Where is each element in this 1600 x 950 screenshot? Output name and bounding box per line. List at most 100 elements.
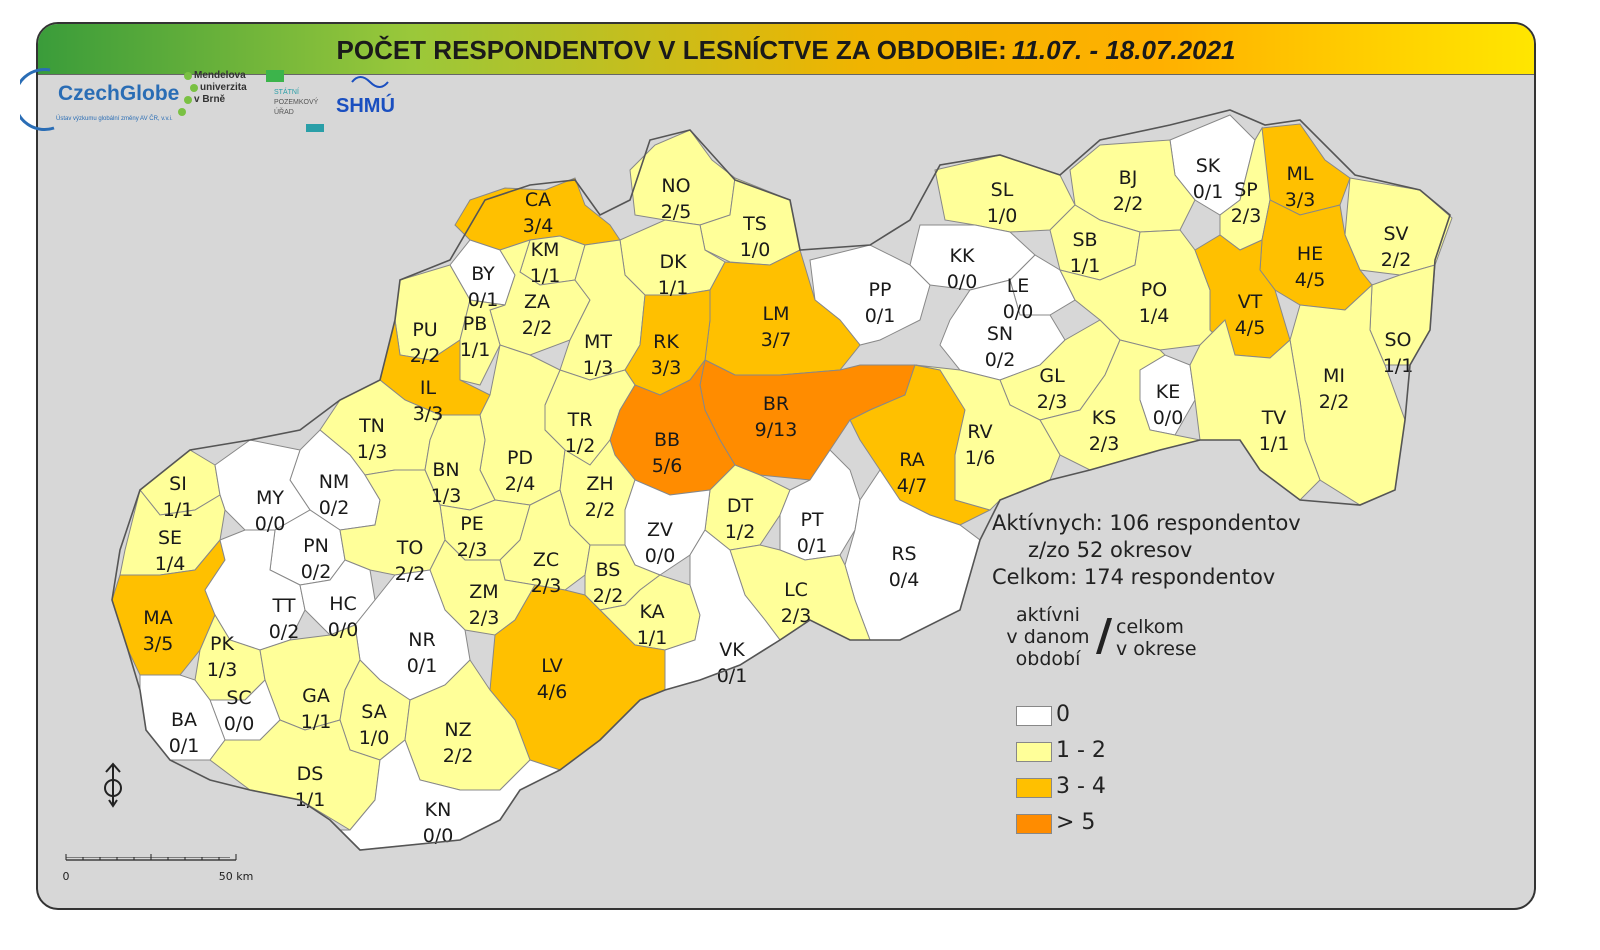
district-value-pt: 0/1 xyxy=(797,535,828,557)
district-value-hc: 0/0 xyxy=(328,619,359,641)
district-value-ga: 1/1 xyxy=(301,711,332,733)
map-title: POČET RESPONDENTOV V LESNÍCTVE ZA OBDOBI… xyxy=(336,35,1007,65)
district-code-sk: SK xyxy=(1196,155,1221,177)
legend-total-line-2: v okrese xyxy=(1116,638,1197,660)
title-bar: POČET RESPONDENTOV V LESNÍCTVE ZA OBDOBI… xyxy=(38,24,1534,75)
district-code-il: IL xyxy=(420,377,437,399)
district-code-rk: RK xyxy=(653,331,679,353)
district-code-bs: BS xyxy=(596,559,621,581)
district-code-no: NO xyxy=(661,175,690,197)
district-value-ba: 0/1 xyxy=(169,735,200,757)
legend-item-3: > 5 xyxy=(1016,810,1216,840)
partner-logos: CzechGlobe Ústav výzkumu globální změny … xyxy=(20,68,395,132)
district-code-so: SO xyxy=(1384,329,1411,351)
mendelu-line-3: v Brně xyxy=(194,94,226,105)
district-value-ca: 3/4 xyxy=(523,215,554,237)
district-code-tv: TV xyxy=(1261,407,1287,429)
district-value-sn: 0/2 xyxy=(985,349,1016,371)
legend-swatch-2 xyxy=(1016,778,1052,798)
district-code-by: BY xyxy=(471,263,495,285)
shmu-logo: SHMÚ xyxy=(336,76,395,117)
mendelu-logo: Mendelova univerzita v Brně xyxy=(178,70,247,116)
district-value-sl: 1/0 xyxy=(987,205,1018,227)
district-value-sa: 1/0 xyxy=(359,727,390,749)
stats-total: Celkom: 174 respondentov xyxy=(992,565,1276,589)
district-code-km: KM xyxy=(531,239,560,261)
district-value-bj: 2/2 xyxy=(1113,193,1144,215)
district-value-mt: 1/3 xyxy=(583,357,614,379)
district-value-ds: 1/1 xyxy=(295,789,326,811)
legend-label-0: 0 xyxy=(1056,702,1070,727)
shmu-name: SHMÚ xyxy=(336,93,395,117)
district-value-lv: 4/6 xyxy=(537,681,568,703)
district-code-pn: PN xyxy=(303,535,329,557)
district-value-br: 9/13 xyxy=(755,419,798,441)
district-code-dt: DT xyxy=(727,495,754,517)
district-code-br: BR xyxy=(763,393,789,415)
district-value-nr: 0/1 xyxy=(407,655,438,677)
district-value-km: 1/1 xyxy=(530,265,561,287)
north-arrow-icon xyxy=(104,762,122,808)
district-value-ks: 2/3 xyxy=(1089,433,1120,455)
district-value-bs: 2/2 xyxy=(593,585,624,607)
czechglobe-logo: CzechGlobe Ústav výzkumu globální změny … xyxy=(20,68,179,132)
district-value-sc: 0/0 xyxy=(224,713,255,735)
district-value-gl: 2/3 xyxy=(1037,391,1068,413)
district-code-zv: ZV xyxy=(647,519,673,541)
district-value-pn: 0/2 xyxy=(301,561,332,583)
district-value-pb: 1/1 xyxy=(460,339,491,361)
district-code-kk: KK xyxy=(950,245,975,267)
district-code-pb: PB xyxy=(463,313,488,335)
district-value-rk: 3/3 xyxy=(651,357,682,379)
district-value-dk: 1/1 xyxy=(658,277,689,299)
czechglobe-subtitle: Ústav výzkumu globální změny AV ČR, v.v.… xyxy=(56,115,173,122)
district-code-le: LE xyxy=(1007,275,1030,297)
district-pb xyxy=(459,299,506,386)
district-labels: CA 3/4 NO 2/5 SK 0/1 ML 3/3 BJ 2/2 SP 2/3 SL 1/0 KM 1/1… xyxy=(143,155,1414,847)
legend-active-label: aktívni v danom období xyxy=(996,604,1100,670)
district-value-ml: 3/3 xyxy=(1285,189,1316,211)
district-value-zm: 2/3 xyxy=(469,607,500,629)
district-value-my: 0/0 xyxy=(255,513,286,535)
district-code-tr: TR xyxy=(567,409,593,431)
stats-active: Aktívnych: 106 respondentov xyxy=(992,511,1301,535)
district-code-mt: MT xyxy=(584,331,612,353)
district-value-il: 3/3 xyxy=(413,403,444,425)
district-value-si: 1/1 xyxy=(163,499,194,521)
district-code-to: TO xyxy=(396,537,424,559)
district-code-zh: ZH xyxy=(586,473,613,495)
district-code-ka: KA xyxy=(639,601,664,623)
district-code-si: SI xyxy=(169,473,187,495)
district-code-po: PO xyxy=(1141,279,1167,301)
district-ba xyxy=(139,674,226,761)
district-code-sp: SP xyxy=(1234,179,1258,201)
district-code-vt: VT xyxy=(1238,291,1263,313)
district-value-dt: 1/2 xyxy=(725,521,756,543)
district-code-ca: CA xyxy=(525,189,551,211)
district-value-bb: 5/6 xyxy=(652,455,683,477)
district-value-tv: 1/1 xyxy=(1259,433,1290,455)
district-code-ds: DS xyxy=(297,763,324,785)
district-code-tt: TT xyxy=(272,595,296,617)
district-value-pp: 0/1 xyxy=(865,305,896,327)
district-code-ra: RA xyxy=(899,449,924,471)
legend-item-1: 1 - 2 xyxy=(1016,738,1216,768)
district-value-sk: 0/1 xyxy=(1193,181,1224,203)
district-code-se: SE xyxy=(158,527,182,549)
district-code-pt: PT xyxy=(800,509,823,531)
legend-item-2: 3 - 4 xyxy=(1016,774,1216,804)
legend-swatch-0 xyxy=(1016,706,1052,726)
district-code-sb: SB xyxy=(1072,229,1097,251)
district-value-zv: 0/0 xyxy=(645,545,676,567)
district-code-bj: BJ xyxy=(1119,167,1138,189)
district-value-pe: 2/3 xyxy=(457,539,488,561)
district-code-tn: TN xyxy=(358,415,385,437)
district-code-nz: NZ xyxy=(444,719,471,741)
district-code-pk: PK xyxy=(210,633,234,655)
district-code-pp: PP xyxy=(869,279,892,301)
district-code-ts: TS xyxy=(742,213,767,235)
district-value-pk: 1/3 xyxy=(207,659,238,681)
district-code-sc: SC xyxy=(226,687,251,709)
district-value-nm: 0/2 xyxy=(319,497,350,519)
scale-start-label: 0 xyxy=(63,870,70,883)
